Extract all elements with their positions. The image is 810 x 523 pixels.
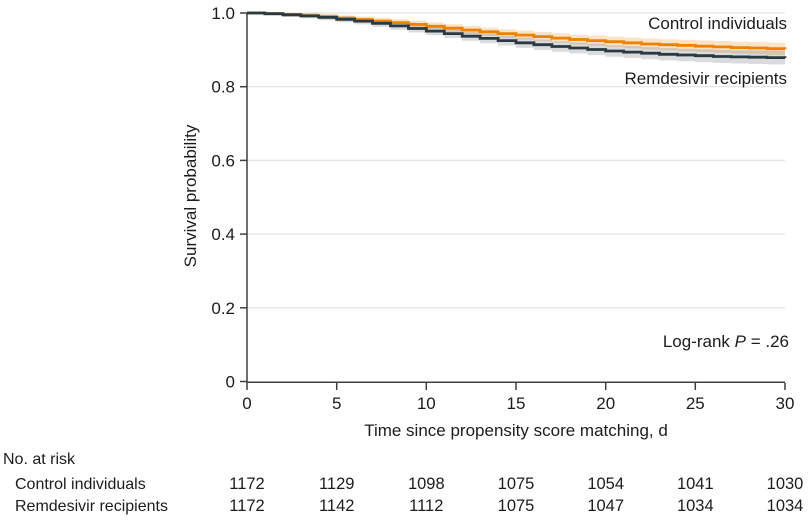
risk-count: 1034 bbox=[677, 497, 714, 515]
x-tick-label: 30 bbox=[776, 394, 795, 413]
risk-numbers: 1172 1129 1098 1075 1054 1041 1030 1172 1142 1112… bbox=[229, 475, 803, 515]
logrank-p-symbol: P bbox=[735, 332, 747, 351]
risk-count: 1129 bbox=[319, 475, 354, 493]
risk-row-label-remdesivir: Remdesivir recipients bbox=[15, 498, 168, 515]
logrank-prefix: Log-rank bbox=[663, 332, 735, 351]
y-axis-title: Survival probability bbox=[181, 124, 200, 267]
tick-labels: 1.0 0.8 0.6 0.4 0.2 00 5 10 15 20 25 30 bbox=[211, 4, 794, 413]
x-tick-label: 25 bbox=[686, 394, 705, 413]
risk-table-header: No. at risk bbox=[3, 451, 76, 468]
y-tick-label: 0.2 bbox=[211, 299, 235, 318]
risk-count: 1034 bbox=[767, 497, 804, 515]
survival-curve-remdesivir bbox=[247, 11, 787, 59]
axes bbox=[240, 12, 786, 390]
risk-row-label-control: Control individuals bbox=[15, 476, 146, 493]
risk-count: 1030 bbox=[767, 475, 804, 493]
curve-label-control: Control individuals bbox=[648, 14, 787, 33]
logrank-annotation: Log-rank P = .26 bbox=[663, 332, 789, 351]
y-tick-label: 0.4 bbox=[211, 225, 235, 244]
x-tick-label: 10 bbox=[417, 394, 436, 413]
curve-label-remdesivir: Remdesivir recipients bbox=[625, 69, 788, 88]
risk-count: 1172 bbox=[229, 475, 264, 493]
risk-count: 1075 bbox=[498, 475, 535, 493]
y-tick-label: 1.0 bbox=[211, 4, 235, 23]
risk-count: 1172 bbox=[229, 497, 264, 515]
x-tick-label: 0 bbox=[242, 394, 251, 413]
y-tick-label: 0.6 bbox=[211, 151, 235, 170]
risk-count: 1054 bbox=[587, 475, 624, 493]
survival-curves bbox=[247, 11, 787, 59]
risk-count: 1041 bbox=[677, 475, 714, 493]
risk-count: 1112 bbox=[409, 497, 443, 515]
risk-table: No. at risk Control individuals Remdesiv… bbox=[3, 451, 803, 515]
gridlines bbox=[247, 12, 785, 309]
risk-count: 1142 bbox=[319, 497, 354, 515]
x-tick-label: 15 bbox=[507, 394, 526, 413]
x-tick-label: 20 bbox=[596, 394, 615, 413]
risk-count: 1098 bbox=[408, 475, 445, 493]
logrank-value: = .26 bbox=[746, 332, 789, 351]
x-axis-title: Time since propensity score matching, d bbox=[364, 421, 668, 440]
x-tick-label: 5 bbox=[332, 394, 341, 413]
risk-count: 1075 bbox=[498, 497, 535, 515]
y-tick-label: 0.8 bbox=[211, 78, 235, 97]
y-tick-label: 0 bbox=[226, 373, 235, 392]
risk-count: 1047 bbox=[587, 497, 624, 515]
